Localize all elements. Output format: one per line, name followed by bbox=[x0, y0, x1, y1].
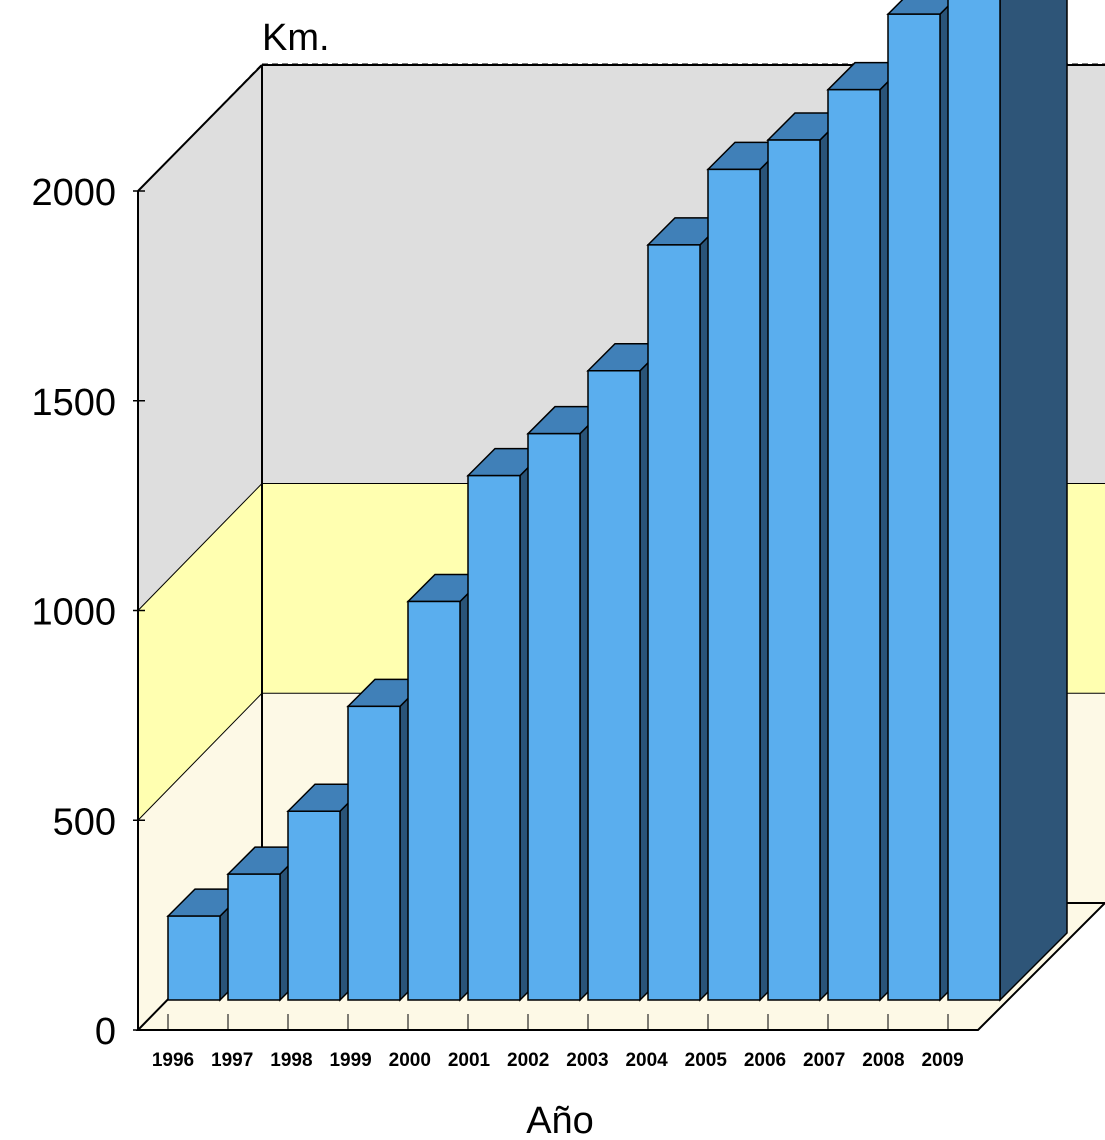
y-tick-label: 1000 bbox=[31, 592, 116, 634]
bar-front bbox=[827, 88, 881, 1001]
x-tick-label: 2000 bbox=[389, 1050, 431, 1071]
bar-front bbox=[467, 474, 521, 1001]
x-tick-label: 1999 bbox=[329, 1050, 371, 1071]
bar-2001 bbox=[466, 446, 549, 1002]
y-axis: 0 500 1000 1500 2000 bbox=[31, 172, 145, 1053]
x-tick-label: 2004 bbox=[625, 1050, 668, 1071]
x-tick-label: 2007 bbox=[803, 1050, 845, 1071]
bar-front bbox=[707, 168, 761, 1001]
y-tick-label: 0 bbox=[95, 1011, 116, 1053]
bars bbox=[166, 0, 1068, 1002]
x-tick-label: 1998 bbox=[270, 1050, 312, 1071]
band-edge-left-1 bbox=[137, 483, 263, 611]
y-tick-label: 1500 bbox=[31, 382, 116, 424]
bar-front bbox=[167, 915, 221, 1001]
bar-front bbox=[947, 0, 1001, 1001]
bar-2009 bbox=[947, 0, 1068, 1002]
bar-front bbox=[887, 13, 941, 1001]
bar-front bbox=[767, 139, 821, 1001]
x-tick-label: 1997 bbox=[211, 1050, 253, 1071]
bar-front bbox=[527, 432, 581, 1001]
left-wall-band-2 bbox=[138, 64, 262, 611]
bar-front bbox=[587, 370, 641, 1001]
x-tick-label: 2005 bbox=[685, 1050, 728, 1071]
x-tick-label: 2008 bbox=[862, 1050, 904, 1071]
left-wall-band-1 bbox=[138, 483, 262, 821]
x-tick-label: 1996 bbox=[152, 1050, 194, 1071]
y-tick-label: 2000 bbox=[31, 172, 116, 214]
x-tick-label: 2009 bbox=[921, 1050, 963, 1071]
x-axis-title: Año bbox=[526, 1100, 594, 1140]
y-tick-label: 500 bbox=[53, 801, 116, 843]
band-edge-left-0 bbox=[137, 692, 263, 821]
x-tick-label: 2006 bbox=[744, 1050, 786, 1071]
bar-front bbox=[227, 873, 281, 1001]
x-tick-label: 2001 bbox=[448, 1050, 491, 1071]
bar-front bbox=[287, 810, 341, 1001]
bar-front bbox=[347, 705, 401, 1001]
x-tick-label: 2002 bbox=[507, 1050, 549, 1071]
x-axis: 1996 1997 1998 1999 2000 2001 2002 2003 2004 2005… bbox=[152, 1014, 964, 1071]
left-wall-top-edge bbox=[137, 64, 263, 192]
y-axis-title: Km. bbox=[262, 17, 330, 59]
bar-front bbox=[407, 600, 461, 1001]
bar-front bbox=[647, 244, 701, 1001]
x-tick-label: 2003 bbox=[566, 1050, 608, 1071]
bar-side bbox=[999, 0, 1068, 1002]
